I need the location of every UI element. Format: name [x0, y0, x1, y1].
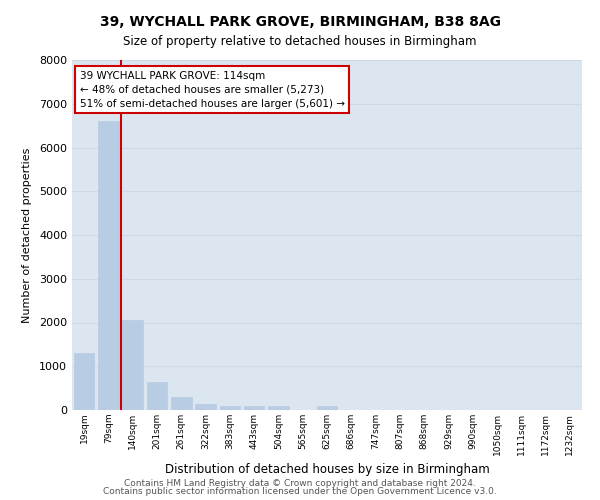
Text: Contains public sector information licensed under the Open Government Licence v3: Contains public sector information licen… [103, 487, 497, 496]
Y-axis label: Number of detached properties: Number of detached properties [22, 148, 32, 322]
Text: 39, WYCHALL PARK GROVE, BIRMINGHAM, B38 8AG: 39, WYCHALL PARK GROVE, BIRMINGHAM, B38 … [100, 15, 500, 29]
Text: Size of property relative to detached houses in Birmingham: Size of property relative to detached ho… [123, 35, 477, 48]
Bar [98, 121, 119, 410]
Bar [244, 406, 265, 410]
Bar [195, 404, 216, 410]
Bar [317, 406, 337, 410]
Bar [268, 406, 289, 410]
Bar [74, 353, 94, 410]
Bar [122, 320, 143, 410]
X-axis label: Distribution of detached houses by size in Birmingham: Distribution of detached houses by size … [164, 463, 490, 476]
Bar [220, 406, 240, 410]
Text: 39 WYCHALL PARK GROVE: 114sqm
← 48% of detached houses are smaller (5,273)
51% o: 39 WYCHALL PARK GROVE: 114sqm ← 48% of d… [80, 70, 344, 108]
Text: Contains HM Land Registry data © Crown copyright and database right 2024.: Contains HM Land Registry data © Crown c… [124, 478, 476, 488]
Bar [146, 382, 167, 410]
Bar [171, 397, 191, 410]
